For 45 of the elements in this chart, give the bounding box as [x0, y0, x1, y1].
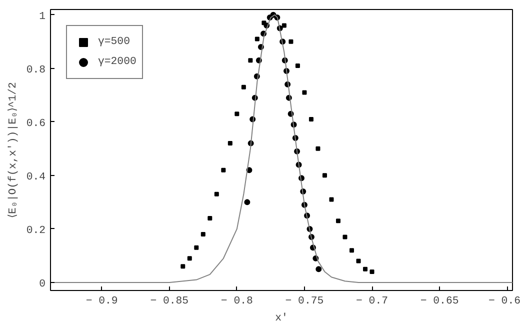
- point: [248, 58, 253, 63]
- point: [342, 234, 348, 240]
- point: [302, 90, 307, 95]
- x-tick-label: − 0.65: [420, 296, 459, 308]
- point: [316, 266, 322, 272]
- point: [322, 173, 327, 178]
- point: [308, 116, 314, 122]
- y-tick-label: 0: [39, 278, 46, 290]
- x-tick-label: − 0.7: [356, 296, 388, 308]
- point: [336, 218, 340, 224]
- point: [254, 36, 260, 42]
- y-tick-label: 0.6: [26, 118, 46, 130]
- point: [356, 258, 361, 264]
- point: [288, 39, 294, 44]
- y-tick-label: 0.4: [26, 171, 46, 184]
- x-tick-label: − 0.8: [220, 296, 253, 308]
- point: [214, 192, 219, 196]
- point: [234, 112, 240, 116]
- point: [316, 146, 320, 151]
- point: [208, 216, 212, 220]
- x-tick-label: − 0.85: [150, 296, 189, 308]
- point: [194, 245, 199, 250]
- point: [244, 199, 250, 206]
- point: [200, 232, 206, 237]
- point: [241, 84, 246, 90]
- x-tick-label: − 0.75: [285, 296, 324, 308]
- point: [180, 264, 186, 269]
- point: [221, 168, 226, 172]
- legend-label: γ=500: [98, 36, 130, 48]
- y-tick-label: 0.2: [26, 224, 46, 237]
- legend-label: γ=2000: [98, 56, 136, 68]
- point: [228, 141, 232, 146]
- y-tick-label: 0.8: [26, 64, 46, 76]
- point: [370, 270, 374, 274]
- x-tick-label: − 0.9: [86, 296, 118, 308]
- x-tick-label: − 0.6: [488, 296, 520, 308]
- point: [349, 248, 354, 253]
- point: [295, 63, 300, 68]
- point: [363, 266, 368, 272]
- point: [282, 23, 286, 28]
- point: [329, 197, 334, 202]
- point: [187, 256, 192, 261]
- y-tick-label: 1: [39, 10, 46, 23]
- x-axis-title: x′: [275, 312, 288, 324]
- y-axis-title: ⟨E₀|O(f(x,x′))|E₀⟩^1/2: [6, 82, 20, 218]
